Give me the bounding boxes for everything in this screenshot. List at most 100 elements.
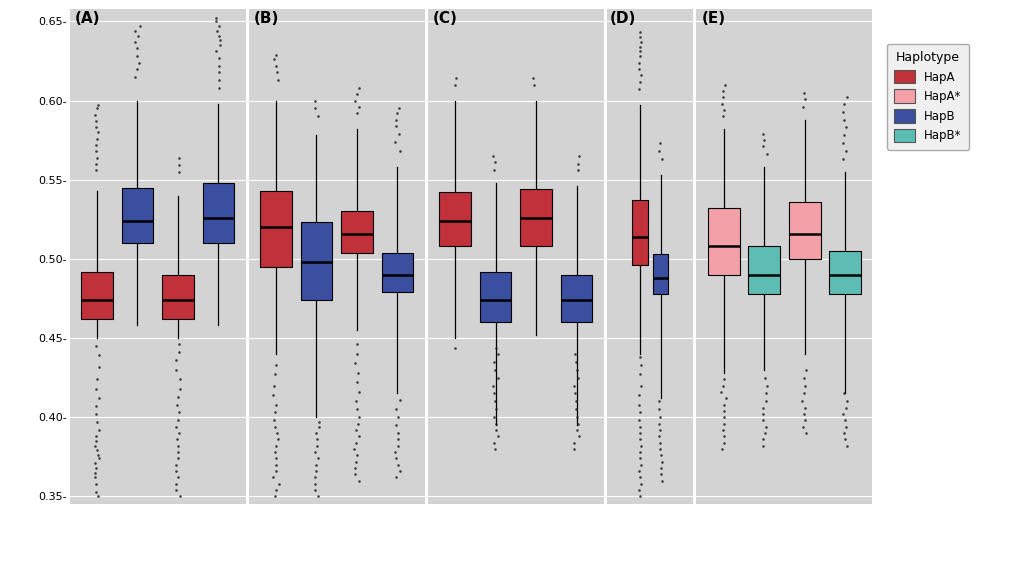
Point: [390, 441, 407, 451]
Point: [131, 22, 147, 31]
Point: [268, 460, 285, 469]
Point: [566, 381, 583, 390]
Text: (B): (B): [254, 11, 280, 26]
Point: [486, 413, 503, 422]
Point: [653, 154, 670, 164]
Point: [90, 491, 106, 501]
Point: [446, 80, 463, 89]
Point: [651, 396, 668, 406]
Point: [797, 381, 813, 390]
Point: [171, 408, 187, 417]
Point: [89, 374, 105, 384]
Point: [128, 44, 144, 53]
Point: [307, 104, 324, 113]
Point: [838, 422, 854, 431]
Point: [90, 128, 106, 137]
Point: [170, 392, 186, 401]
Point: [211, 61, 227, 71]
Bar: [260, 191, 292, 267]
Point: [387, 447, 403, 456]
Point: [208, 17, 224, 26]
Point: [348, 451, 365, 460]
Point: [267, 466, 284, 476]
Point: [90, 451, 106, 460]
Bar: [439, 192, 471, 246]
Point: [486, 157, 503, 167]
Point: [348, 405, 365, 414]
Point: [569, 419, 586, 429]
Point: [127, 26, 143, 36]
Point: [525, 73, 542, 83]
Point: [568, 425, 585, 434]
Point: [87, 487, 103, 496]
Point: [350, 476, 367, 485]
Point: [653, 457, 670, 466]
Point: [170, 441, 186, 451]
Point: [389, 108, 406, 118]
Point: [307, 447, 324, 456]
Point: [794, 396, 810, 406]
Point: [269, 68, 286, 77]
Point: [91, 351, 108, 360]
Point: [268, 400, 285, 409]
Point: [715, 86, 731, 96]
Point: [267, 454, 284, 463]
Point: [651, 139, 668, 148]
Point: [169, 435, 185, 444]
Point: [265, 391, 282, 400]
Point: [170, 454, 186, 463]
Point: [632, 454, 648, 463]
Point: [210, 83, 226, 93]
Point: [568, 365, 585, 374]
Point: [88, 341, 104, 350]
Point: [838, 146, 854, 156]
Point: [268, 486, 285, 495]
Bar: [122, 188, 154, 243]
Point: [88, 159, 104, 168]
Point: [170, 447, 186, 456]
Point: [839, 396, 855, 406]
Point: [570, 159, 587, 168]
Point: [757, 429, 773, 438]
Point: [840, 441, 856, 451]
Point: [715, 112, 731, 121]
Point: [391, 129, 408, 139]
Bar: [829, 251, 861, 294]
Point: [350, 419, 367, 429]
Point: [716, 374, 732, 384]
Point: [390, 104, 407, 113]
Point: [489, 349, 506, 359]
Point: [168, 486, 184, 495]
Point: [633, 360, 649, 370]
Point: [309, 441, 326, 451]
Point: [796, 88, 812, 97]
Point: [348, 425, 365, 434]
Point: [89, 104, 105, 113]
Point: [651, 438, 668, 447]
Point: [835, 107, 851, 117]
Point: [839, 93, 855, 102]
Point: [651, 405, 668, 414]
Point: [349, 108, 366, 118]
Point: [489, 431, 506, 441]
Point: [759, 150, 775, 159]
Point: [309, 491, 326, 501]
Point: [568, 413, 585, 422]
Text: (E): (E): [701, 11, 726, 26]
Point: [633, 71, 649, 80]
Point: [837, 416, 853, 425]
Point: [307, 486, 324, 495]
Point: [86, 468, 102, 477]
Point: [87, 431, 103, 441]
Point: [798, 416, 814, 425]
Point: [758, 389, 774, 398]
Point: [307, 96, 324, 106]
Point: [89, 153, 105, 162]
Point: [88, 409, 104, 419]
Point: [632, 352, 648, 361]
Point: [346, 359, 362, 368]
Point: [270, 75, 287, 85]
Point: [170, 167, 186, 177]
Bar: [652, 254, 669, 294]
Point: [391, 395, 408, 405]
